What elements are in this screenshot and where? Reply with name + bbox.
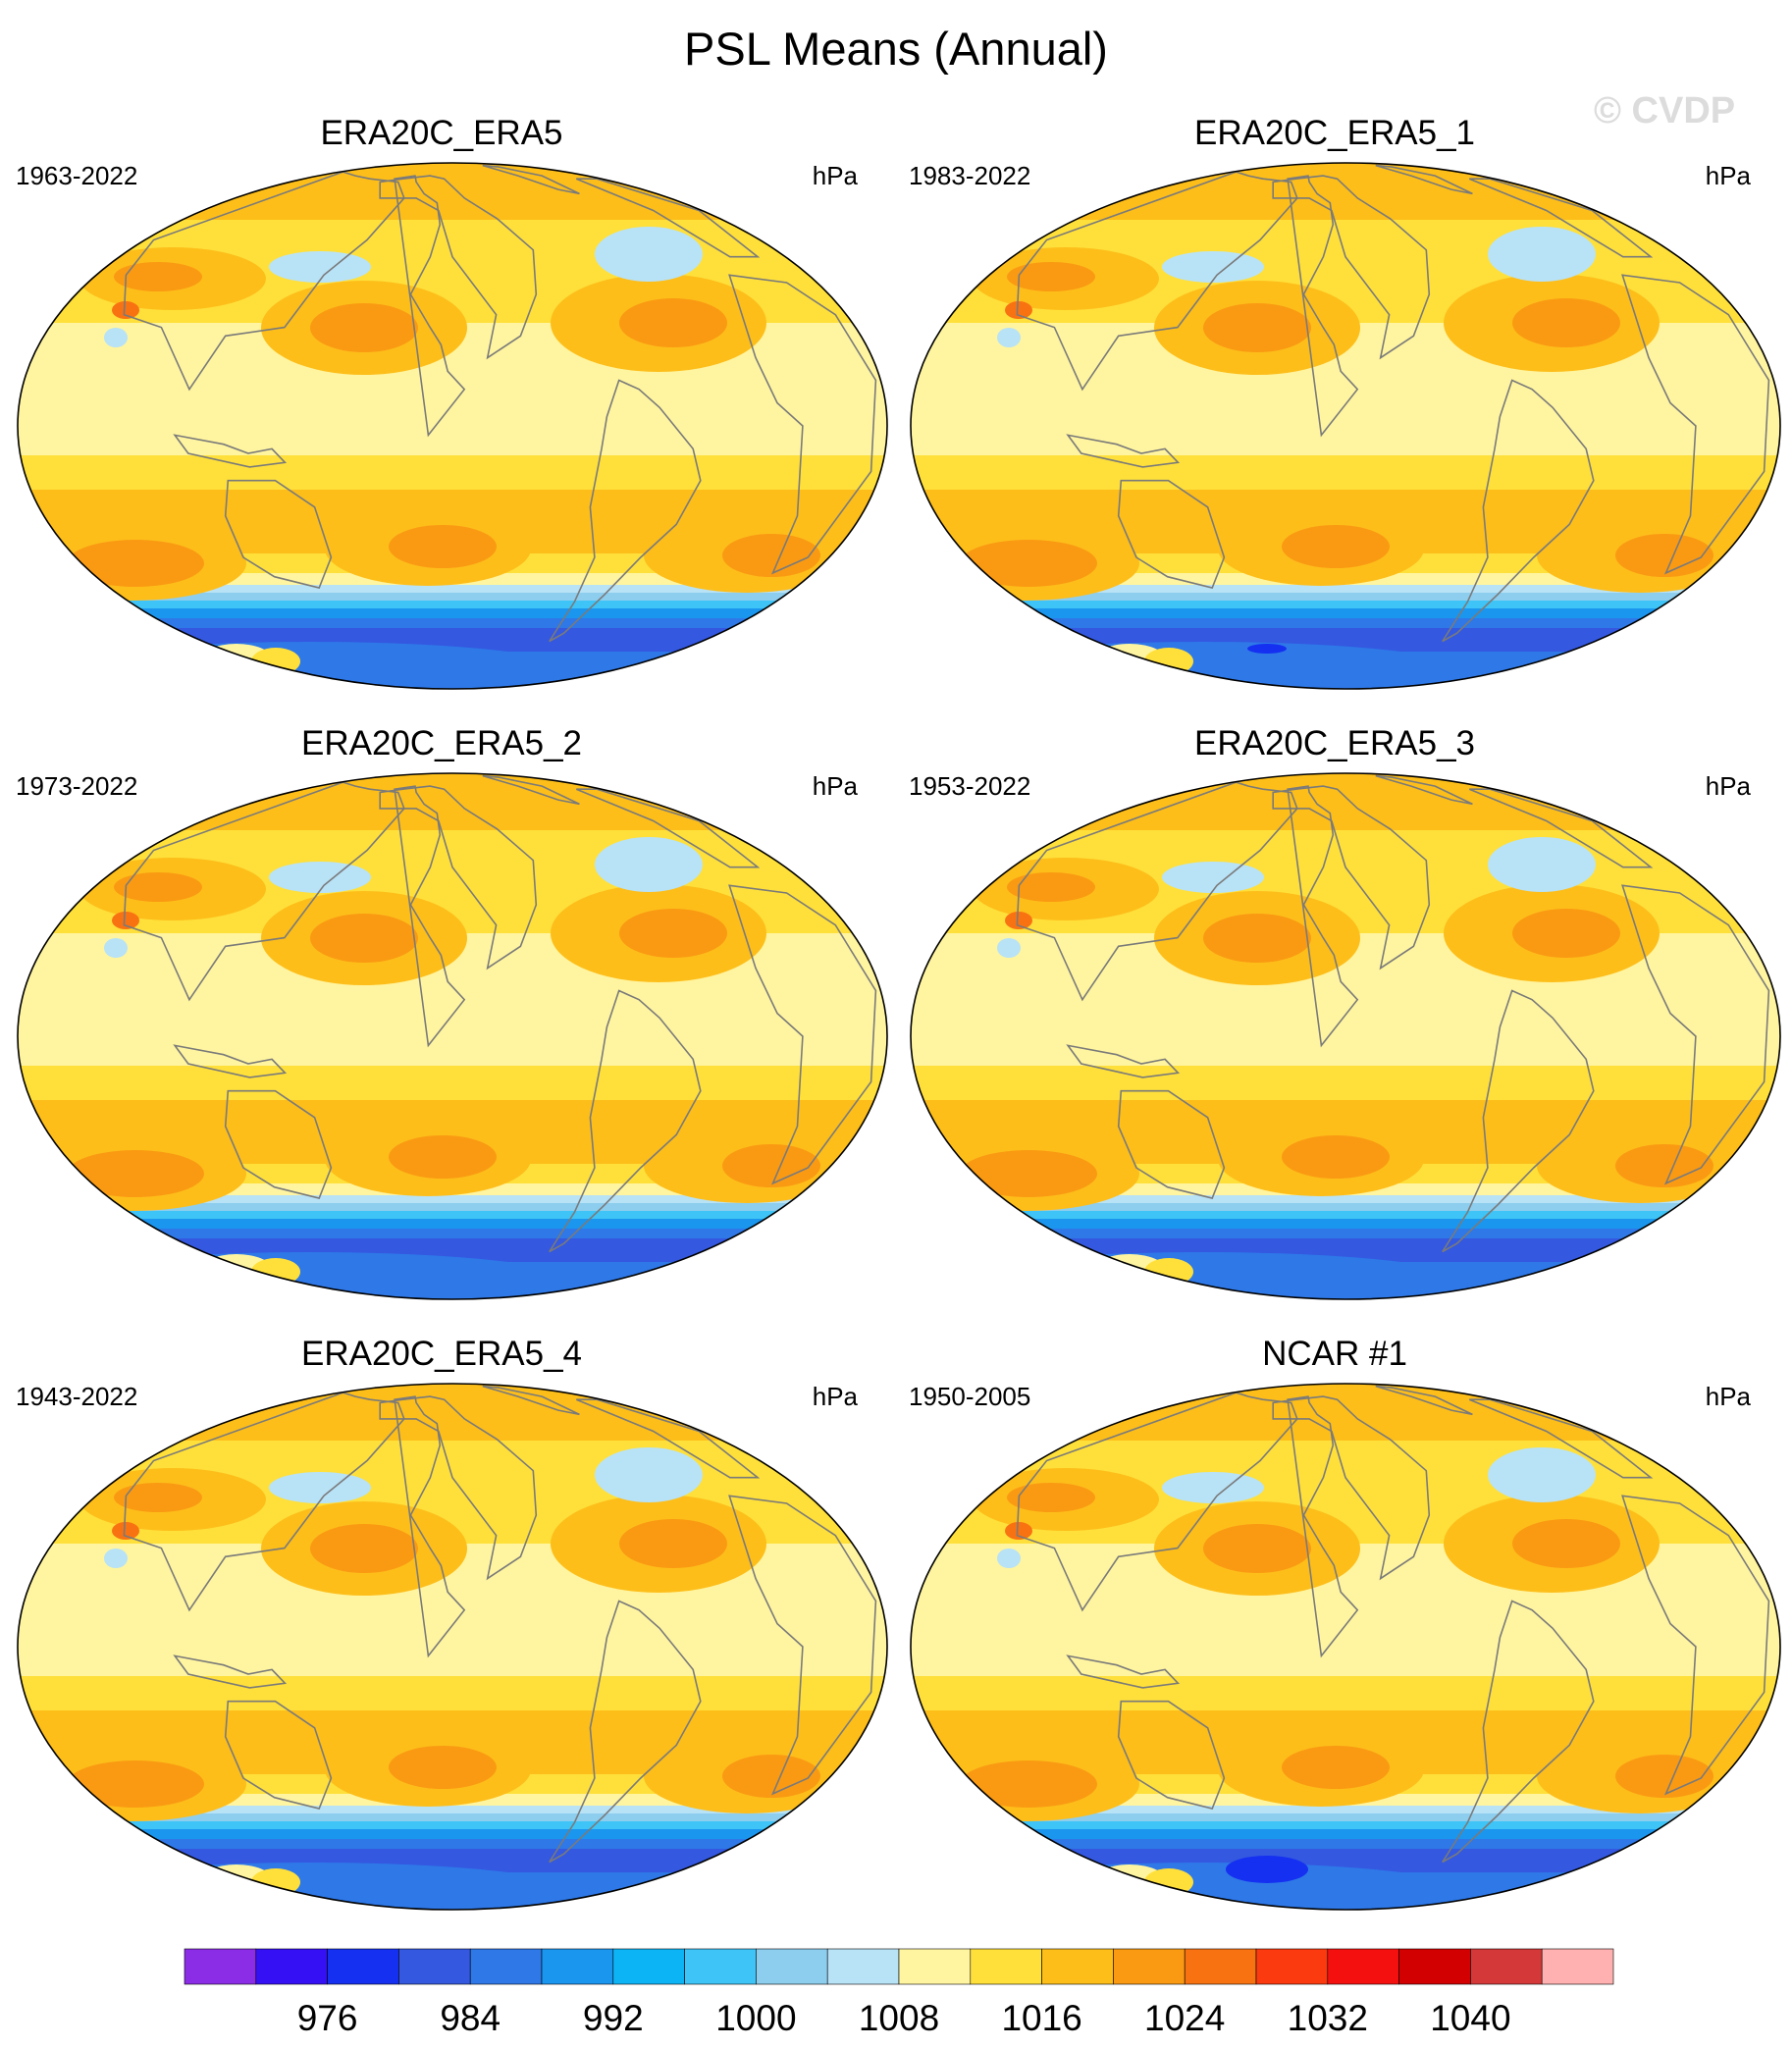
colorbar-box [898, 1948, 972, 1985]
colorbar-label: 1008 [858, 1998, 940, 2038]
map-panel: ERA20C_ERA5_3 1953-2022 hPa [893, 724, 1781, 1315]
colorbar-box [970, 1948, 1042, 1985]
colorbar-box [826, 1948, 900, 1985]
psl-map [910, 772, 1781, 1300]
map-panel: ERA20C_ERA5_2 1973-2022 hPa [0, 724, 888, 1315]
colorbar-label: 984 [440, 1998, 501, 2038]
psl-map [17, 1383, 888, 1911]
colorbar-box [184, 1948, 257, 1985]
colorbar-box [327, 1948, 399, 1985]
panel-period: 1950-2005 [909, 1382, 1031, 1411]
colorbar-label: 976 [296, 1998, 358, 2038]
map-panel: NCAR #1 1950-2005 hPa [893, 1335, 1781, 1925]
colorbar-box [612, 1948, 685, 1985]
colorbar-label: 992 [582, 1998, 644, 2038]
map-panel: ERA20C_ERA5 1963-2022 hPa [0, 114, 888, 705]
colorbar-label: 1016 [1001, 1998, 1082, 2038]
colorbar-box [1113, 1948, 1186, 1985]
colorbar-box [1255, 1948, 1329, 1985]
panel-title: ERA20C_ERA5_3 [1194, 724, 1475, 762]
figure-title: PSL Means (Annual) [684, 23, 1108, 75]
map-panel: ERA20C_ERA5_1 1983-2022 hPa [893, 114, 1781, 705]
colorbar-box [1041, 1948, 1114, 1985]
colorbar-box [1398, 1948, 1471, 1985]
panel-units: hPa [1705, 161, 1751, 190]
colorbar-box [541, 1948, 614, 1985]
colorbar-label: 1040 [1430, 1998, 1511, 2038]
panel-title: ERA20C_ERA5_4 [301, 1335, 582, 1373]
colorbar-label: 1024 [1144, 1998, 1226, 2038]
panel-units: hPa [812, 771, 858, 801]
panel-units: hPa [1705, 1382, 1751, 1411]
colorbar-box [1470, 1948, 1543, 1985]
colorbar-box [469, 1948, 543, 1985]
colorbar-box [398, 1948, 471, 1985]
map-panel: ERA20C_ERA5_4 1943-2022 hPa [0, 1335, 888, 1925]
panel-period: 1943-2022 [16, 1382, 138, 1411]
psl-map [17, 772, 888, 1300]
psl-map [910, 162, 1781, 690]
panel-title: ERA20C_ERA5_1 [1194, 114, 1475, 152]
panel-units: hPa [812, 1382, 858, 1411]
colorbar-box [1184, 1948, 1257, 1985]
panel-title: ERA20C_ERA5_2 [301, 724, 582, 762]
panel-period: 1973-2022 [16, 771, 138, 801]
cvdp-watermark: © CVDP [1594, 90, 1736, 131]
colorbar-box [255, 1948, 328, 1985]
panel-period: 1983-2022 [909, 161, 1031, 190]
psl-map [17, 162, 888, 690]
colorbar-box [1541, 1948, 1614, 1985]
panel-units: hPa [812, 161, 858, 190]
panel-title: ERA20C_ERA5 [320, 114, 563, 152]
colorbar-label: 1000 [715, 1998, 797, 2038]
panel-period: 1953-2022 [909, 771, 1031, 801]
colorbar-box [684, 1948, 757, 1985]
panel-period: 1963-2022 [16, 161, 138, 190]
colorbar-box [756, 1948, 828, 1985]
colorbar-label: 1032 [1287, 1998, 1368, 2038]
panel-units: hPa [1705, 771, 1751, 801]
colorbar-box [1327, 1948, 1399, 1985]
psl-map [910, 1383, 1781, 1911]
panel-title: NCAR #1 [1262, 1335, 1407, 1373]
